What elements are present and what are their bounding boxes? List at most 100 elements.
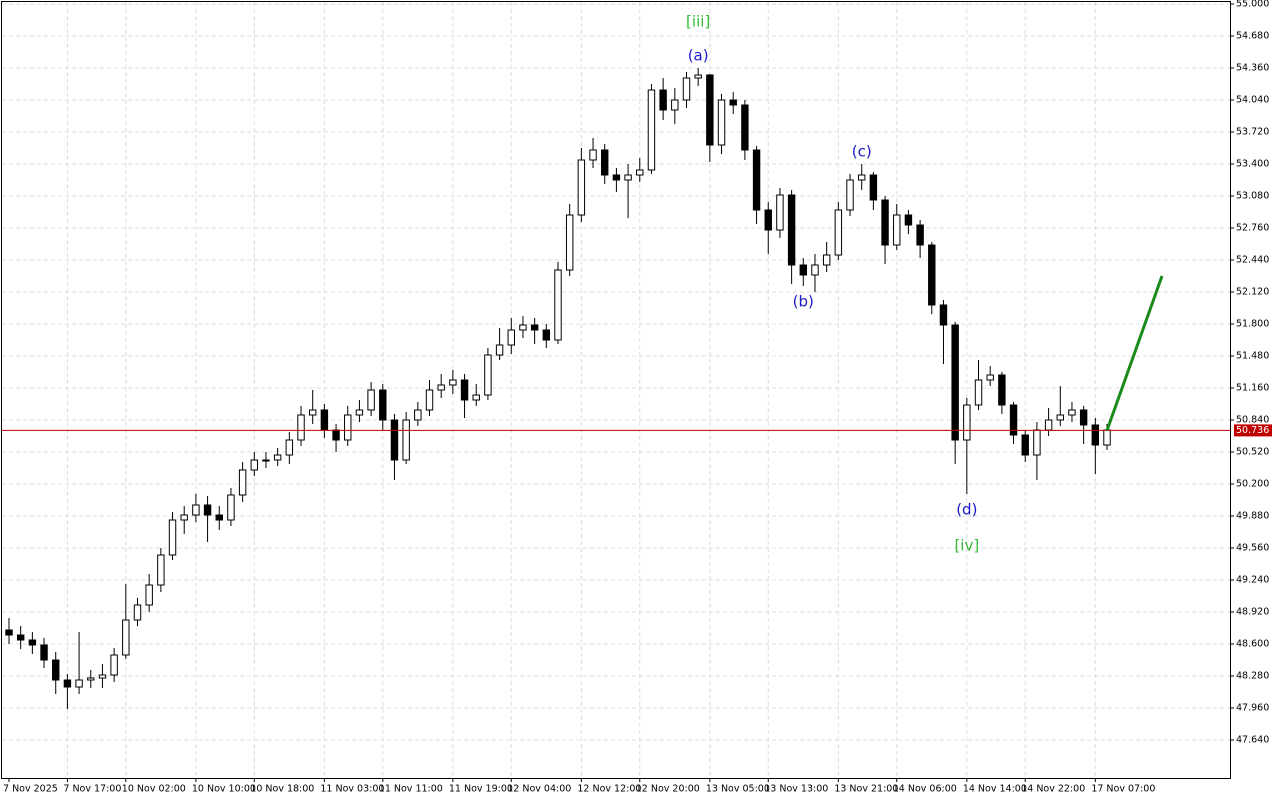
candle-body [554,269,562,341]
candle-body [799,264,808,276]
candle-body [846,179,854,211]
candle-body [636,169,644,176]
candle-body [472,394,480,401]
y-tick-label: 54.040 [1236,95,1269,106]
candle-body [5,629,13,636]
candle-body [811,264,819,276]
y-tick-label: 47.640 [1236,735,1269,746]
candle-body [215,514,223,521]
candle-body [52,659,60,681]
candle-body [507,329,515,346]
x-tick-label: 10 Nov 10:00 [192,784,256,795]
candle-body [729,99,737,106]
y-tick-label: 50.200 [1236,479,1269,490]
candle-body [40,644,48,661]
candle-body [414,409,422,421]
y-tick-label: 51.160 [1236,383,1269,394]
candle-body [741,104,749,151]
candle-body [344,414,352,441]
wave-label: [iv] [954,537,979,555]
y-tick-label: 50.840 [1236,415,1269,426]
y-tick-label: 54.680 [1236,31,1269,42]
candle-body [577,159,586,216]
candle-body [1091,424,1100,446]
candle-body [542,329,551,341]
candle-body [320,409,329,431]
x-tick-label: 12 Nov 04:00 [507,784,571,795]
candle-body [28,639,37,646]
x-tick-label: 7 Nov 17:00 [63,784,121,795]
candle-body [332,429,340,441]
y-tick-label: 49.240 [1236,575,1269,586]
candle-body [881,199,889,246]
candle-body [928,244,936,306]
candle-body [495,344,504,356]
candle-body [694,74,702,79]
candle-body [974,379,983,406]
candle-body [168,519,177,556]
candle-body [671,99,679,111]
x-tick-label: 14 Nov 06:00 [893,784,957,795]
candle-body [379,389,387,421]
candle-body [437,384,445,391]
candle-body [460,379,469,401]
x-tick-label: 12 Nov 12:00 [577,784,641,795]
candle-body [1033,429,1041,456]
candle-body [939,304,948,326]
candle-body [612,174,621,181]
candle-body [157,554,165,586]
forecast-line [1105,275,1164,431]
candle-body [355,409,364,416]
price-label: 50.736 [1236,425,1269,436]
candle-body [308,409,317,416]
candle-body [238,469,247,496]
candle-body [1079,409,1088,426]
candle-body [822,254,831,266]
candle-body [250,459,259,471]
x-tick-label: 7 Nov 2025 [3,784,58,795]
candle-body [16,634,25,641]
candle-body [133,604,142,621]
plot-frame [1,1,1231,779]
candle-body [530,324,539,331]
candle-body [1021,434,1029,456]
candle-body [519,324,527,331]
x-tick-label: 14 Nov 22:00 [1021,784,1085,795]
candle-body [63,679,72,688]
candle-body [262,459,270,462]
y-tick-label: 48.600 [1236,639,1269,650]
wave-label: (b) [793,293,814,311]
candle-body [904,214,913,226]
candle-body [227,494,235,521]
candle-body [659,89,667,111]
x-tick-label: 11 Nov 03:00 [320,784,384,795]
wave-label: (c) [852,143,872,161]
candle-body [425,389,434,411]
y-tick-label: 47.960 [1236,703,1269,714]
x-tick-label: 13 Nov 21:00 [834,784,898,795]
wave-label: (a) [688,47,709,65]
y-tick-label: 52.120 [1236,287,1269,298]
y-tick-label: 48.280 [1236,671,1269,682]
x-tick-label: 10 Nov 02:00 [122,784,186,795]
y-tick-label: 52.760 [1236,223,1269,234]
candle-body [402,419,410,461]
y-tick-label: 55.000 [1236,0,1269,10]
candle-body [764,209,772,231]
candle-body [834,209,843,256]
x-tick-label: 13 Nov 13:00 [764,784,828,795]
candle-body [776,194,784,231]
candle-body [682,77,691,101]
price-label-bg [1234,424,1272,437]
y-tick-label: 49.880 [1236,511,1269,522]
candle-body [869,174,878,201]
y-tick-label: 53.720 [1236,127,1269,138]
candle-body [297,414,305,441]
candle-body [951,324,959,441]
candle-body [589,149,597,161]
candle-body [1044,419,1053,431]
candle-body [180,514,188,521]
candle-body [916,224,924,246]
y-tick-label: 48.920 [1236,607,1269,618]
